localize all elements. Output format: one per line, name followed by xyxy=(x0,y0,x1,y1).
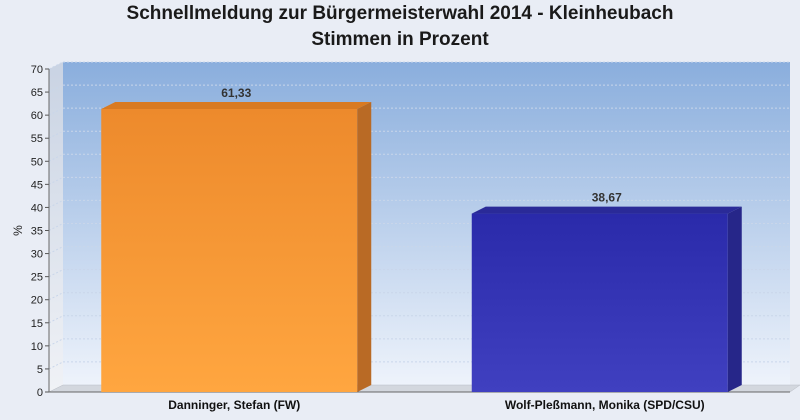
y-tick-label: 50 xyxy=(31,156,43,168)
y-tick-label: 35 xyxy=(31,226,43,238)
gridline-diagonal xyxy=(48,153,64,162)
y-tick-label: 40 xyxy=(31,202,43,214)
x-tick-label: Danninger, Stefan (FW) xyxy=(168,398,300,412)
gridline-diagonal xyxy=(48,107,64,116)
y-tick-label: 70 xyxy=(31,64,43,76)
chart-subtitle: Stimmen in Prozent xyxy=(311,29,489,50)
gridline-diagonal xyxy=(48,223,64,231)
gridline-diagonal xyxy=(48,130,64,139)
bar-front xyxy=(101,109,358,392)
x-tick-label: Wolf-Pleßmann, Monika (SPD/CSU) xyxy=(505,398,705,412)
y-tick-label: 60 xyxy=(31,110,43,122)
side-wall xyxy=(49,62,63,392)
y-tick-label: 45 xyxy=(31,179,43,191)
y-tick-label: 25 xyxy=(31,272,43,284)
gridline-diagonal xyxy=(48,176,64,185)
bar-side xyxy=(357,102,372,392)
y-tick-label: 15 xyxy=(31,318,43,330)
y-axis-title: % xyxy=(11,225,25,236)
gridline-diagonal xyxy=(48,338,64,347)
y-tick-label: 0 xyxy=(37,387,43,399)
gridline-diagonal xyxy=(48,61,64,70)
y-tick-label: 55 xyxy=(31,133,43,145)
bar-front xyxy=(471,213,728,392)
y-tick-label: 5 xyxy=(37,364,43,376)
gridline-diagonal xyxy=(48,361,64,370)
gridline-diagonal xyxy=(48,269,64,278)
data-label: 61,33 xyxy=(221,86,251,100)
y-tick-label: 20 xyxy=(31,295,43,307)
y-tick-label: 30 xyxy=(31,249,43,261)
y-tick-label: 10 xyxy=(31,341,43,353)
gridline-diagonal xyxy=(48,199,64,208)
gridline-diagonal xyxy=(48,246,64,255)
bar-top xyxy=(101,102,372,110)
chart-title: Schnellmeldung zur Bürgermeisterwahl 201… xyxy=(126,3,674,24)
bar-top xyxy=(471,206,742,214)
data-label: 38,67 xyxy=(592,191,622,205)
y-tick-label: 65 xyxy=(31,87,43,99)
gridline-diagonal xyxy=(48,84,64,93)
gridline-diagonal xyxy=(48,292,64,301)
gridline-diagonal xyxy=(48,315,64,324)
bar-side xyxy=(727,206,742,392)
